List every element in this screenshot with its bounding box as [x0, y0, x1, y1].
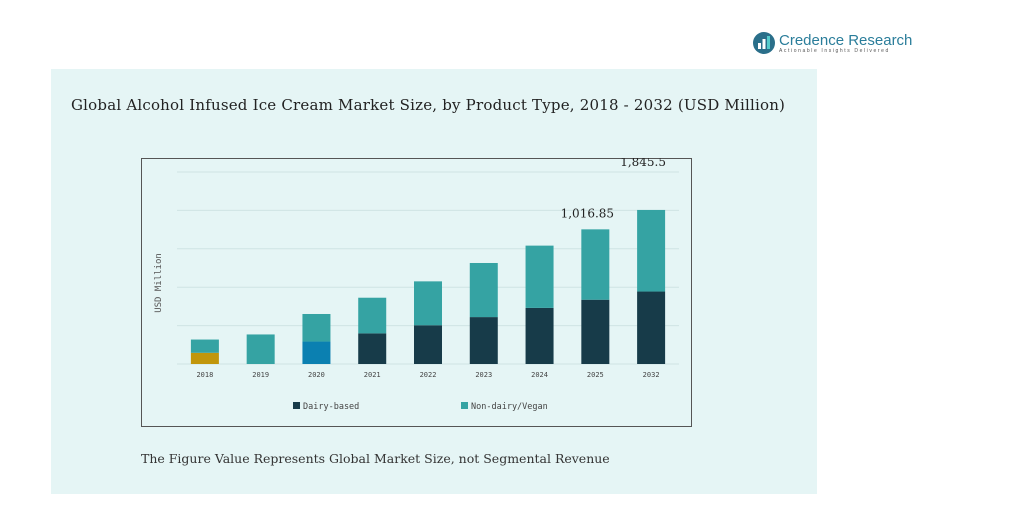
bar-dairy-based — [581, 299, 610, 364]
bar-non-dairy-vegan — [469, 262, 498, 318]
brand-logo: Credence Research Actionable Insights De… — [752, 31, 912, 55]
bar-non-dairy-vegan — [525, 245, 554, 308]
data-label: 1,845.5 — [620, 158, 666, 169]
legend-swatch — [293, 402, 300, 409]
x-tick-label: 2021 — [364, 371, 381, 379]
bar-non-dairy-vegan — [414, 281, 442, 326]
bar-non-dairy-vegan — [302, 313, 331, 342]
x-tick-label: 2019 — [252, 371, 269, 379]
bar-dairy-based — [637, 291, 666, 364]
chart-title: Global Alcohol Infused Ice Cream Market … — [71, 96, 786, 114]
bar-non-dairy-vegan — [581, 229, 610, 300]
bar-dairy-based — [358, 333, 387, 364]
bar-dairy-based — [414, 325, 442, 364]
legend-label: Non-dairy/Vegan — [471, 402, 548, 412]
legend-swatch — [461, 402, 468, 409]
x-tick-label: 2025 — [587, 371, 604, 379]
y-axis-label: USD Million — [154, 253, 164, 313]
x-tick-label: 2022 — [420, 371, 437, 379]
bar-dairy-based — [302, 341, 331, 364]
stacked-bar-chart: 2018 2019 2020 2021 2022 2023 2024 2025 1,016.85… — [154, 158, 679, 412]
x-tick-label: 2032 — [643, 371, 660, 379]
bar-non-dairy-vegan — [190, 339, 219, 353]
x-tick-label: 2018 — [196, 371, 213, 379]
chart-frame — [141, 158, 692, 427]
brand-name: Credence Research — [779, 31, 913, 49]
logo-icon — [753, 32, 775, 54]
footnote: The Figure Value Represents Global Marke… — [141, 451, 610, 466]
bar-non-dairy-vegan — [358, 297, 387, 334]
brand-tagline: Actionable Insights Delivered — [779, 47, 890, 54]
x-tick-label: 2023 — [475, 371, 492, 379]
bar-non-dairy-vegan — [246, 334, 275, 364]
bar-dairy-based — [190, 352, 219, 364]
x-tick-label: 2020 — [308, 371, 325, 379]
data-label: 1,016.85 — [561, 206, 614, 220]
bar-dairy-based — [525, 307, 554, 364]
bar-non-dairy-vegan — [637, 209, 666, 292]
x-tick-label: 2024 — [531, 371, 548, 379]
bar-dairy-based — [469, 317, 498, 364]
legend-label: Dairy-based — [303, 402, 359, 412]
